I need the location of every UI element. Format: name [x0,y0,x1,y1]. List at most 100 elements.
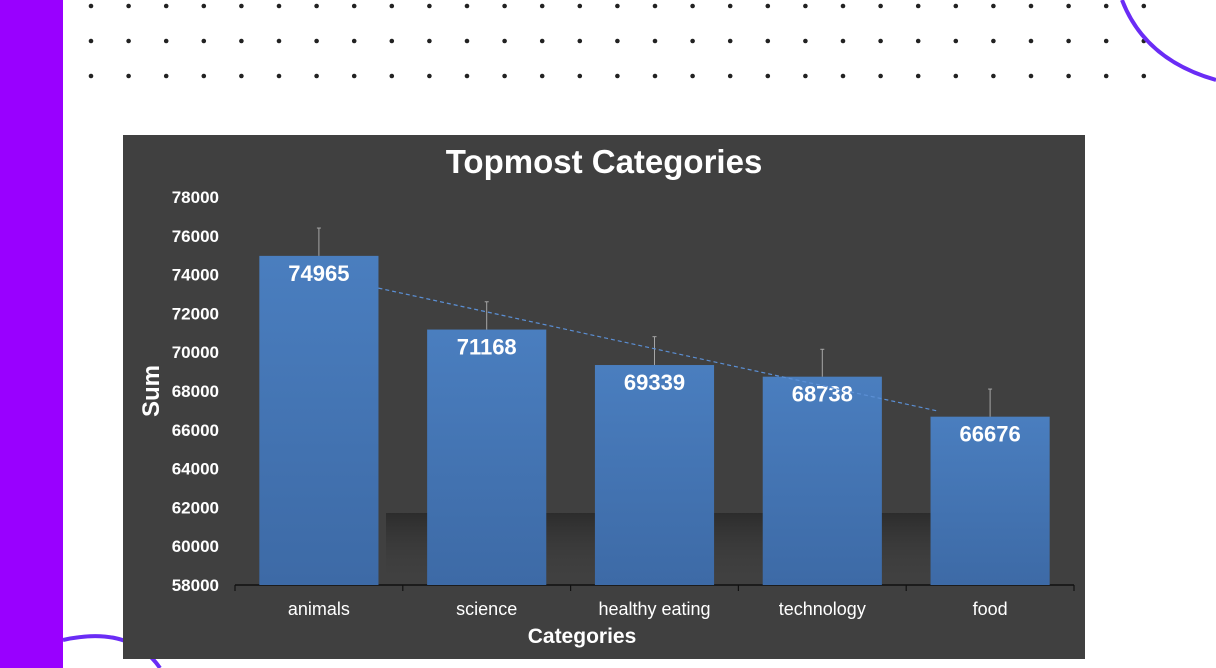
decor-dot [539,3,545,9]
decor-dot [539,73,545,79]
decor-dot [201,38,207,44]
decor-dot [1028,38,1034,44]
decor-dot [878,38,883,44]
decor-dot [276,73,282,79]
decor-dot [652,38,658,44]
y-tick-label: 68000 [172,382,219,401]
decor-dot [201,3,207,9]
decor-dot [915,73,921,79]
decor-dot [765,3,771,9]
y-tick-label: 78000 [172,188,219,207]
decor-dot [652,73,658,79]
decor-dot [840,73,846,79]
decor-dot [314,73,319,79]
y-tick-label: 64000 [172,460,219,479]
decor-dot [915,3,921,9]
decor-dot [991,3,996,9]
dot-pattern-decoration [88,3,1147,79]
decor-dot [314,3,319,9]
decor-dot [464,73,470,79]
bar [594,365,715,585]
decor-dot [1141,73,1147,79]
decor-dot [163,38,169,44]
decor-dot [239,38,244,44]
decor-dot [615,38,620,44]
sidebar-accent-strip [0,0,63,668]
decor-dot [389,73,395,79]
decor-dot [276,3,282,9]
decor-dot [615,73,620,79]
y-tick-label: 74000 [172,266,219,285]
decor-dot [690,3,695,9]
decor-dot [1103,73,1109,79]
bar [930,416,1050,585]
decor-dot [577,73,583,79]
data-label: 74965 [288,261,349,286]
decor-dot [502,3,507,9]
x-tick-label: animals [288,599,350,619]
x-tick-label: food [973,599,1008,619]
decor-dot [88,3,94,9]
x-tick-label: technology [779,599,866,619]
chart-title: Topmost Categories [446,143,763,180]
decor-dot [464,38,470,44]
y-tick-label: 60000 [172,537,219,556]
chart-panel: Topmost Categories Sum Categories 78000 7… [123,135,1085,659]
decor-dot [276,38,282,44]
decor-dot [126,3,131,9]
decor-dot [539,38,545,44]
bar [762,376,882,585]
decor-dot [878,73,883,79]
decor-dot [840,3,846,9]
decor-dot [427,73,432,79]
decor-dot [502,38,507,44]
plot-area: 78000 76000 74000 72000 70000 68000 66000 64000… [172,188,1075,619]
decor-dot [1066,3,1071,9]
decor-dot [577,3,583,9]
decor-dot [727,38,733,44]
decor-dot [991,38,996,44]
decor-dot [878,3,883,9]
decor-dot [88,73,94,79]
decor-dot [803,38,808,44]
decor-dot [765,73,771,79]
decor-dot [1066,73,1071,79]
decor-dot [201,73,207,79]
decor-dot [1103,3,1109,9]
decor-dot [690,73,695,79]
bar-chart: Topmost Categories Sum Categories 780007… [123,135,1085,659]
decor-dot [1028,3,1034,9]
decor-dot [953,73,959,79]
decor-dot [652,3,658,9]
decor-dot [690,38,695,44]
data-label: 68738 [792,382,853,407]
x-tick-label: healthy eating [598,599,710,619]
decor-dot [427,38,432,44]
decor-dot [351,3,357,9]
decor-dot [577,38,583,44]
data-label: 66676 [960,422,1021,447]
y-tick-label: 72000 [172,304,219,323]
decor-dot [88,38,94,44]
x-tick-label: science [456,599,517,619]
decor-dot [765,38,771,44]
decor-dot [840,38,846,44]
decor-dot [803,73,808,79]
data-label: 69339 [624,370,685,395]
y-tick-label: 70000 [172,343,219,362]
trendline [378,287,939,412]
decor-dot [163,3,169,9]
decor-dot [615,3,620,9]
decor-dot [314,38,319,44]
decor-dot [502,73,507,79]
decor-dot [389,38,395,44]
decor-dot [953,38,959,44]
decor-dot [126,73,131,79]
decor-dot [1141,3,1147,9]
decor-dot [464,3,470,9]
data-label: 71168 [457,335,517,360]
x-axis-label: Categories [528,625,637,648]
decor-dot [803,3,808,9]
decor-dot [727,73,733,79]
decor-dot [915,38,921,44]
